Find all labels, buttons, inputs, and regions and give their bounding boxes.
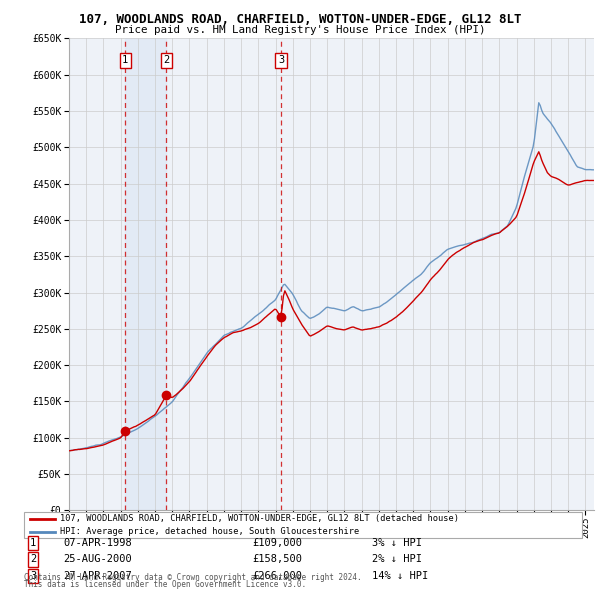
Text: Price paid vs. HM Land Registry's House Price Index (HPI): Price paid vs. HM Land Registry's House … bbox=[115, 25, 485, 35]
Text: 07-APR-1998: 07-APR-1998 bbox=[63, 538, 132, 548]
Text: 1: 1 bbox=[30, 538, 36, 548]
Text: £158,500: £158,500 bbox=[252, 555, 302, 564]
Text: 25-AUG-2000: 25-AUG-2000 bbox=[63, 555, 132, 564]
Text: 14% ↓ HPI: 14% ↓ HPI bbox=[372, 571, 428, 581]
Text: 3: 3 bbox=[30, 571, 36, 581]
Text: 1: 1 bbox=[122, 55, 128, 65]
Text: HPI: Average price, detached house, South Gloucestershire: HPI: Average price, detached house, Sout… bbox=[60, 527, 359, 536]
Text: £109,000: £109,000 bbox=[252, 538, 302, 548]
Bar bbox=[125, 38, 166, 510]
Text: 27-APR-2007: 27-APR-2007 bbox=[63, 571, 132, 581]
Text: Contains HM Land Registry data © Crown copyright and database right 2024.: Contains HM Land Registry data © Crown c… bbox=[24, 573, 362, 582]
Text: £266,000: £266,000 bbox=[252, 571, 302, 581]
Text: 2: 2 bbox=[30, 555, 36, 564]
Text: 107, WOODLANDS ROAD, CHARFIELD, WOTTON-UNDER-EDGE, GL12 8LT: 107, WOODLANDS ROAD, CHARFIELD, WOTTON-U… bbox=[79, 13, 521, 26]
Text: This data is licensed under the Open Government Licence v3.0.: This data is licensed under the Open Gov… bbox=[24, 581, 306, 589]
FancyBboxPatch shape bbox=[24, 512, 582, 538]
Text: 2: 2 bbox=[163, 55, 169, 65]
Text: 107, WOODLANDS ROAD, CHARFIELD, WOTTON-UNDER-EDGE, GL12 8LT (detached house): 107, WOODLANDS ROAD, CHARFIELD, WOTTON-U… bbox=[60, 514, 459, 523]
Text: 3% ↓ HPI: 3% ↓ HPI bbox=[372, 538, 422, 548]
Text: 3: 3 bbox=[278, 55, 284, 65]
Text: 2% ↓ HPI: 2% ↓ HPI bbox=[372, 555, 422, 564]
